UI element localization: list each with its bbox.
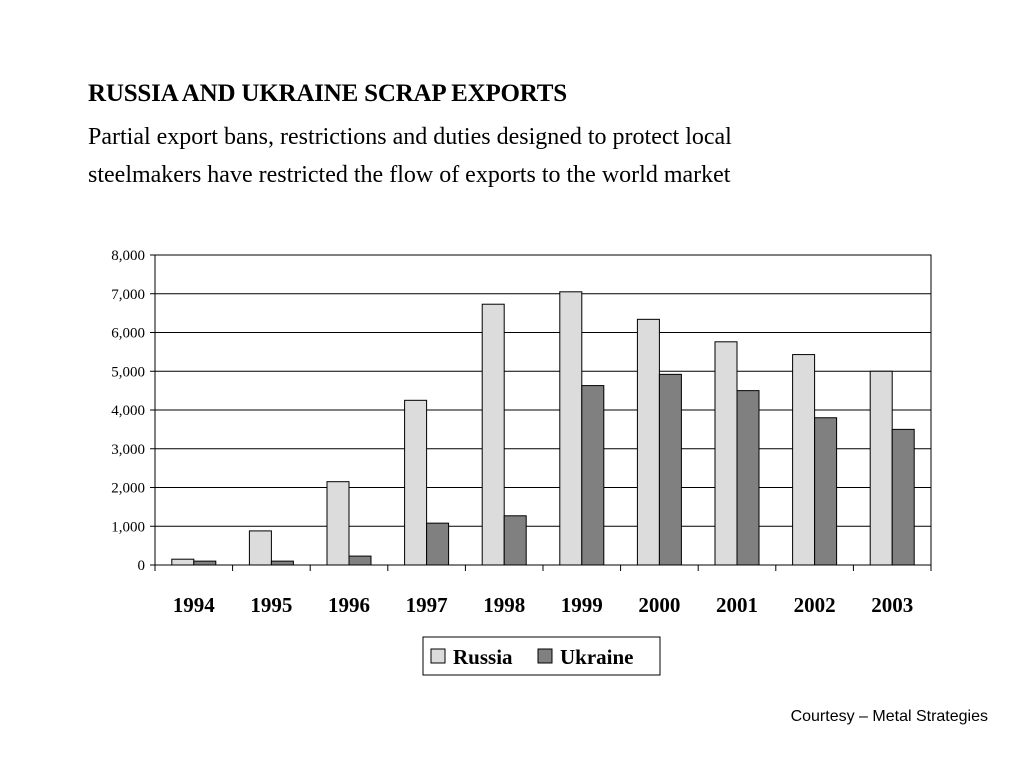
y-tick-label: 6,000 [111, 326, 145, 342]
bar-russia-2003 [869, 370, 893, 566]
y-tick-label: 3,000 [111, 442, 145, 458]
bar-ukraine-1994 [193, 560, 217, 566]
legend-label-russia: Russia [453, 645, 513, 669]
y-tick-label: 4,000 [111, 403, 145, 419]
bar-russia-1996 [326, 481, 350, 566]
legend-swatch-russia [430, 648, 446, 664]
bar-russia-1999 [559, 291, 583, 566]
y-tick-label: 8,000 [111, 248, 145, 264]
y-tick-label: 0 [138, 558, 146, 574]
x-tick-label: 2000 [638, 593, 680, 617]
x-tick-label: 1994 [173, 593, 216, 617]
bar-russia-1995 [248, 530, 272, 566]
x-tick-label: 1997 [406, 593, 448, 617]
y-tick-label: 5,000 [111, 364, 145, 380]
bar-ukraine-2003 [891, 428, 915, 566]
x-tick-label: 1995 [250, 593, 292, 617]
bar-ukraine-2001 [736, 390, 760, 566]
bar-russia-1994 [171, 558, 195, 566]
x-tick-label: 1999 [561, 593, 603, 617]
bar-ukraine-1996 [348, 555, 372, 566]
bar-russia-2000 [636, 318, 660, 566]
x-tick-label: 1996 [328, 593, 370, 617]
slide-subtitle: Partial export bans, restrictions and du… [88, 118, 888, 194]
y-tick-label: 2,000 [111, 481, 145, 497]
bar-russia-1998 [481, 303, 505, 566]
legend-swatch-ukraine [537, 648, 553, 664]
bar-ukraine-1997 [426, 522, 450, 566]
bar-russia-2001 [714, 341, 738, 566]
bar-russia-1997 [404, 399, 428, 566]
bar-ukraine-1999 [581, 385, 605, 566]
subtitle-line-2: steelmakers have restricted the flow of … [88, 162, 731, 188]
bar-russia-2002 [792, 354, 816, 566]
subtitle-line-1: Partial export bans, restrictions and du… [88, 124, 732, 150]
courtesy-note: Courtesy – Metal Strategies [790, 708, 988, 725]
x-tick-label: 2001 [716, 593, 758, 617]
x-tick-label: 2002 [794, 593, 836, 617]
bar-ukraine-1998 [503, 515, 527, 566]
bar-ukraine-2002 [814, 417, 838, 566]
x-tick-label: 1998 [483, 593, 525, 617]
x-tick-label: 2003 [871, 593, 913, 617]
slide-title: RUSSIA AND UKRAINE SCRAP EXPORTS [88, 80, 567, 107]
y-tick-label: 7,000 [111, 287, 145, 303]
legend-label-ukraine: Ukraine [560, 645, 634, 669]
bar-ukraine-2000 [658, 373, 682, 566]
bar-ukraine-1995 [270, 560, 294, 566]
y-tick-label: 1,000 [111, 519, 145, 535]
